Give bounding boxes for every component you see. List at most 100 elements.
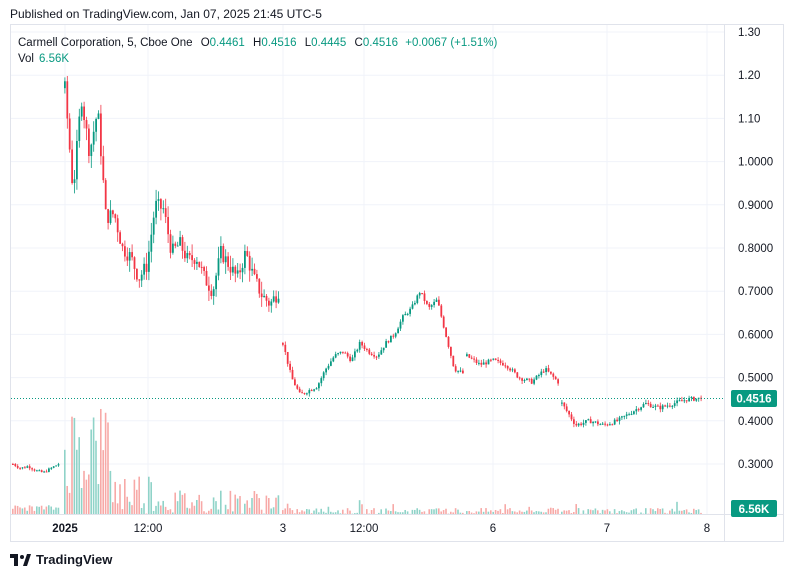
candle-body	[224, 256, 227, 263]
volume-bar	[633, 509, 635, 514]
volume-bar	[24, 507, 26, 514]
volume-bar	[38, 506, 40, 514]
candle-body	[253, 268, 256, 275]
candle-body	[334, 354, 337, 358]
candle-body	[573, 419, 575, 424]
candle-body	[198, 261, 201, 267]
volume-bar	[523, 511, 526, 514]
candle-body	[162, 208, 165, 210]
candle-body	[468, 354, 471, 358]
volume-bar	[286, 503, 289, 514]
candle-body	[196, 261, 198, 264]
candle-body	[354, 351, 356, 358]
volume-bar	[68, 492, 71, 514]
last-price-badge: 0.4516	[731, 390, 777, 408]
volume-bar	[414, 509, 416, 514]
candle-body	[325, 368, 327, 373]
volume-bar	[683, 510, 685, 514]
candle-body	[606, 424, 609, 426]
volume-bar	[649, 508, 652, 514]
volume-bar	[552, 508, 554, 514]
candle-body	[313, 389, 315, 391]
volume-bar	[630, 510, 633, 514]
y-tick-label: 1.0000	[738, 157, 773, 169]
candle-body	[19, 467, 21, 469]
candle-body	[609, 424, 611, 426]
volume-bar	[253, 491, 256, 514]
candle-body	[473, 358, 475, 360]
candle-body	[545, 368, 547, 373]
volume-bar	[164, 506, 167, 514]
volume-bar	[148, 476, 150, 514]
candle-body	[186, 253, 189, 259]
candle-body	[131, 252, 133, 258]
volume-bar	[640, 512, 642, 514]
published-caption: Published on TradingView.com, Jan 07, 20…	[10, 7, 322, 21]
candle-body	[497, 359, 499, 361]
candle-body	[482, 362, 485, 365]
volume-bar	[291, 510, 294, 514]
volume-bar	[530, 510, 533, 514]
candle-body	[470, 357, 473, 359]
volume-bar	[71, 416, 73, 514]
candle-body	[550, 371, 552, 374]
volume-bar	[685, 509, 688, 514]
volume-bar	[468, 510, 470, 514]
volume-bar	[107, 422, 109, 514]
volume-bar	[212, 497, 215, 514]
volume-bar	[628, 512, 630, 514]
volume-bar	[575, 504, 577, 514]
candle-body	[504, 365, 507, 367]
candle-body	[611, 424, 614, 426]
volume-bar	[438, 508, 440, 514]
volume-bar	[50, 506, 52, 514]
volume-bar	[104, 412, 107, 514]
candle-body	[294, 379, 296, 386]
candle-body	[155, 200, 157, 218]
tradingview-logo[interactable]: TradingView	[10, 552, 112, 567]
candle-body	[210, 290, 213, 296]
candle-body	[673, 403, 676, 406]
volume-bar	[577, 508, 580, 514]
volume-bar	[688, 512, 690, 514]
x-tick-label: 7	[604, 523, 610, 535]
candle-body	[119, 232, 121, 244]
y-tick-label: 1.30	[738, 27, 760, 39]
price-candles	[12, 75, 702, 473]
candle-body	[16, 466, 19, 468]
volume-bar	[330, 511, 332, 514]
volume-bar	[561, 511, 563, 514]
candle-body	[690, 396, 693, 398]
volume-bar	[64, 449, 66, 514]
volume-bar	[621, 510, 623, 514]
candle-body	[561, 402, 563, 404]
volume-bar	[681, 510, 683, 514]
candle-body	[475, 359, 478, 363]
candle-body	[272, 296, 275, 302]
volume-bar	[296, 509, 298, 514]
volume-bar	[676, 501, 678, 514]
volume-bar	[109, 470, 112, 514]
candle-body	[535, 375, 538, 380]
volume-bar	[354, 513, 356, 514]
candle-body	[418, 292, 421, 296]
candle-body	[382, 347, 385, 351]
volume-badge: 6.56K	[731, 500, 777, 517]
volume-bar	[587, 509, 589, 514]
candle-body	[330, 361, 332, 366]
volume-bar	[440, 511, 442, 514]
candle-body	[406, 313, 409, 315]
candle-body	[64, 81, 66, 89]
candle-body	[392, 335, 395, 337]
volume-bar	[52, 509, 55, 514]
volume-bar	[184, 493, 186, 514]
tradingview-logo-icon	[10, 553, 32, 566]
volume-bar	[346, 508, 349, 514]
candle-body	[676, 400, 678, 404]
candle-body	[284, 344, 287, 352]
candle-body	[370, 353, 373, 356]
candle-body	[92, 131, 95, 145]
candle-body	[52, 466, 55, 468]
volume-bar	[635, 508, 637, 514]
